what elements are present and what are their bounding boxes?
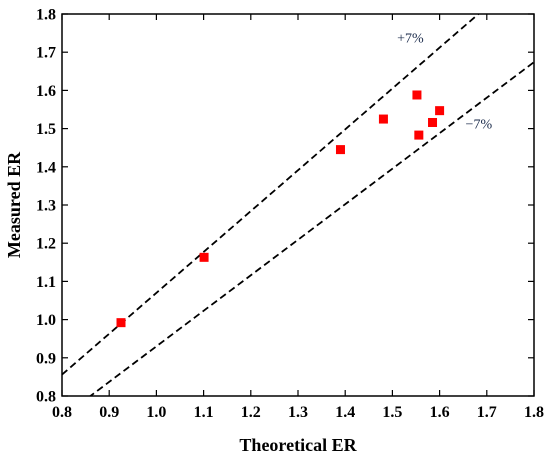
- x-tick-label: 1.3: [288, 404, 308, 421]
- minus-7-percent-line: [88, 61, 534, 396]
- data-point: [116, 318, 126, 328]
- y-tick-label: 0.9: [36, 350, 56, 367]
- x-tick-label: 1.4: [335, 404, 355, 421]
- y-tick-label: 1.1: [36, 274, 56, 291]
- y-axis-title: Measured ER: [4, 151, 24, 258]
- y-tick-label: 1.2: [36, 236, 56, 253]
- y-tick-label: 1.7: [36, 45, 56, 62]
- data-point: [335, 145, 345, 155]
- data-point: [378, 114, 388, 124]
- plus-7-percent-line: [62, 14, 480, 376]
- x-tick-label: 0.8: [52, 404, 72, 421]
- minus-7-percent-label: −7%: [466, 118, 493, 133]
- x-tick-label: 1.2: [241, 404, 261, 421]
- plot-frame: [61, 13, 535, 397]
- data-point: [428, 117, 438, 127]
- y-tick-label: 0.8: [36, 389, 56, 406]
- x-tick-label: 0.9: [99, 404, 119, 421]
- y-tick-label: 1.6: [36, 83, 56, 100]
- data-point: [412, 90, 422, 100]
- y-tick-label: 1.4: [36, 159, 56, 176]
- y-axis: 0.8 0.9 1.0 1.1 1.2 1.3 1.4 1.5 1.6 1.7 1.8: [36, 7, 534, 406]
- plus-7-percent-label: +7%: [397, 32, 424, 47]
- data-points: [116, 90, 445, 328]
- x-tick-label: 1.6: [430, 404, 450, 421]
- x-tick-label: 1.1: [194, 404, 214, 421]
- x-tick-label: 1.8: [524, 404, 544, 421]
- data-point: [414, 130, 424, 140]
- y-tick-label: 1.0: [36, 312, 56, 329]
- data-point: [435, 106, 445, 116]
- x-tick-label: 1.7: [477, 404, 497, 421]
- x-axis-title: Theoretical ER: [239, 435, 357, 455]
- data-point: [199, 252, 209, 262]
- y-tick-label: 1.5: [36, 121, 56, 138]
- y-tick-label: 1.8: [36, 7, 56, 24]
- x-tick-label: 1.0: [146, 404, 166, 421]
- x-axis: 0.8 0.9 1.0 1.1 1.2 1.3 1.4 1.5 1.6 1.7 1.8: [52, 14, 544, 421]
- x-tick-label: 1.5: [382, 404, 402, 421]
- y-tick-label: 1.3: [36, 198, 56, 215]
- reference-lines: [62, 14, 534, 396]
